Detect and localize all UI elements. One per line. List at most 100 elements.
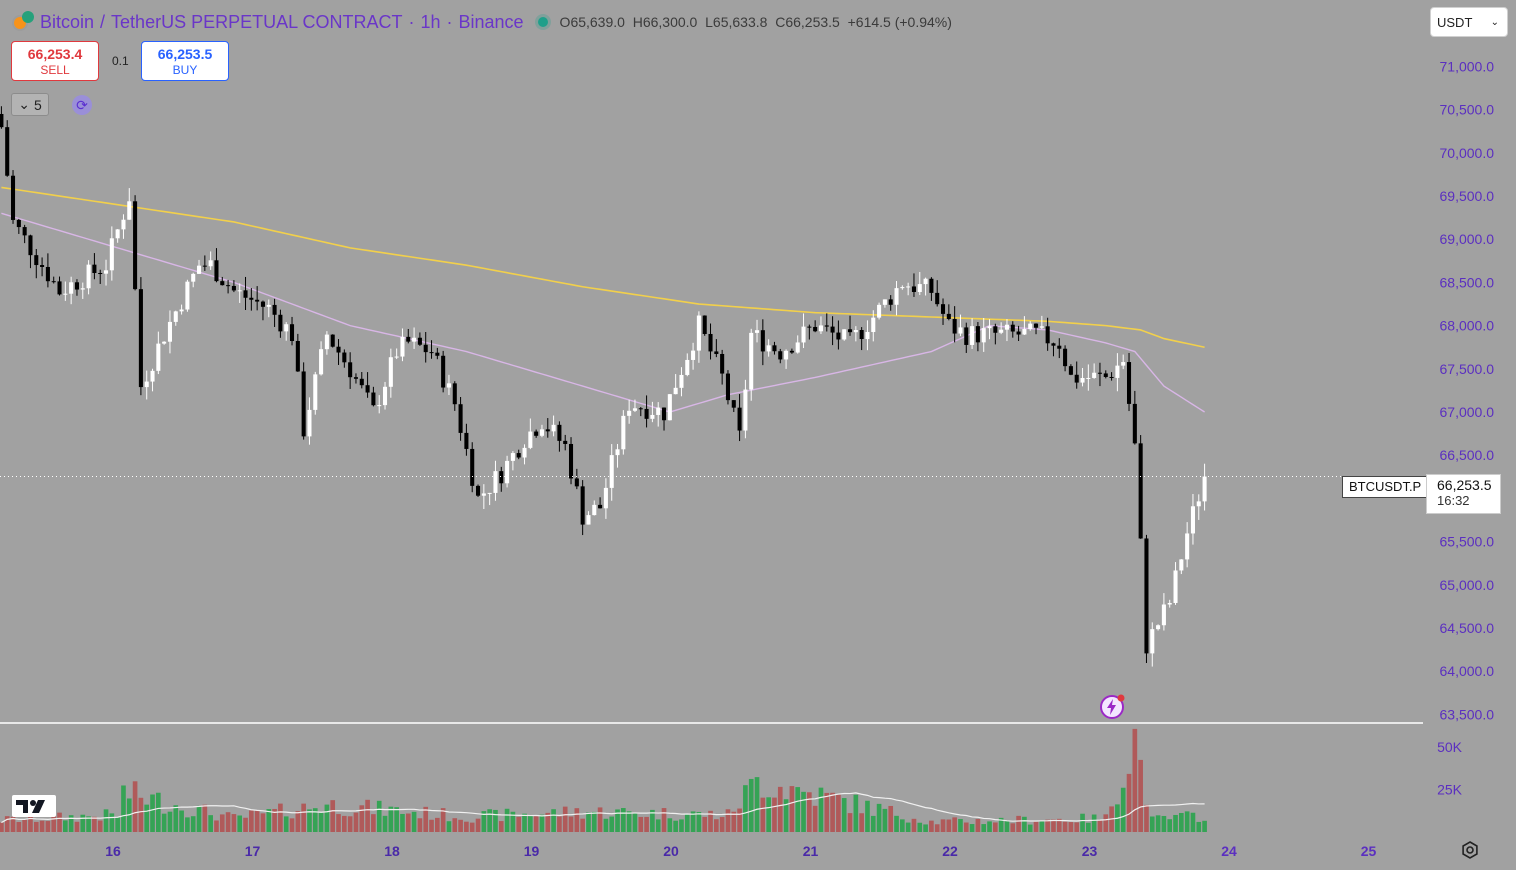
candle-body[interactable]	[702, 315, 707, 334]
candle-body[interactable]	[1185, 533, 1190, 560]
candle-body[interactable]	[98, 273, 103, 275]
candle-body[interactable]	[975, 326, 980, 343]
candle-body[interactable]	[731, 400, 736, 408]
candle-body[interactable]	[1196, 501, 1201, 507]
candle-body[interactable]	[202, 265, 207, 267]
candle-body[interactable]	[847, 329, 853, 333]
candle-body[interactable]	[144, 381, 149, 388]
candle-body[interactable]	[423, 344, 428, 353]
candle-body[interactable]	[63, 293, 68, 295]
candle-body[interactable]	[1051, 343, 1056, 346]
candle-body[interactable]	[34, 255, 39, 266]
candle-body[interactable]	[1022, 329, 1027, 335]
candle-body[interactable]	[243, 290, 248, 298]
candle-body[interactable]	[348, 362, 353, 378]
candle-body[interactable]	[435, 352, 440, 356]
candle-body[interactable]	[1057, 345, 1062, 349]
candle-body[interactable]	[824, 325, 829, 327]
candle-body[interactable]	[667, 394, 672, 421]
candle-body[interactable]	[714, 351, 719, 354]
candle-body[interactable]	[324, 334, 329, 350]
candle-body[interactable]	[743, 389, 748, 431]
candle-body[interactable]	[226, 285, 231, 287]
candle-body[interactable]	[249, 297, 254, 300]
candle-body[interactable]	[336, 346, 341, 353]
candle-body[interactable]	[353, 377, 358, 379]
candle-body[interactable]	[1103, 373, 1108, 377]
candle-body[interactable]	[284, 324, 289, 332]
candle-body[interactable]	[1161, 604, 1166, 626]
candle-body[interactable]	[1080, 378, 1085, 383]
candle-body[interactable]	[470, 448, 475, 486]
candle-body[interactable]	[493, 471, 498, 493]
candle-body[interactable]	[458, 404, 463, 433]
candle-body[interactable]	[981, 328, 986, 343]
candle-body[interactable]	[906, 286, 911, 288]
candle-body[interactable]	[301, 371, 306, 437]
candle-body[interactable]	[121, 219, 126, 230]
candle-body[interactable]	[911, 286, 916, 293]
candle-body[interactable]	[749, 332, 754, 390]
candle-body[interactable]	[92, 264, 97, 274]
candle-body[interactable]	[737, 407, 742, 431]
candle-body[interactable]	[191, 273, 196, 282]
gear-icon[interactable]	[1460, 840, 1480, 860]
currency-select[interactable]: USDT ⌄	[1430, 7, 1508, 37]
candle-body[interactable]	[1109, 376, 1114, 378]
candle-body[interactable]	[1121, 362, 1126, 366]
candle-body[interactable]	[999, 329, 1004, 333]
candle-body[interactable]	[940, 304, 946, 314]
candle-body[interactable]	[836, 332, 841, 340]
candle-body[interactable]	[342, 352, 347, 363]
candle-body[interactable]	[766, 345, 771, 352]
candle-body[interactable]	[475, 485, 481, 496]
candle-body[interactable]	[859, 330, 864, 340]
candle-body[interactable]	[923, 278, 928, 285]
candle-body[interactable]	[801, 326, 806, 343]
candle-body[interactable]	[1039, 326, 1044, 328]
candle-body[interactable]	[900, 287, 905, 289]
candle-body[interactable]	[592, 504, 597, 516]
candle-body[interactable]	[231, 285, 236, 291]
candle-body[interactable]	[208, 260, 213, 267]
candle-body[interactable]	[958, 327, 963, 334]
candle-body[interactable]	[365, 385, 370, 393]
candle-body[interactable]	[266, 304, 271, 307]
candle-body[interactable]	[499, 471, 504, 484]
candle-body[interactable]	[720, 353, 725, 374]
candle-body[interactable]	[1074, 374, 1079, 383]
candle-body[interactable]	[830, 326, 835, 333]
candle-body[interactable]	[970, 326, 975, 345]
candle-body[interactable]	[1016, 331, 1021, 335]
candle-body[interactable]	[545, 429, 550, 432]
candle-body[interactable]	[784, 350, 789, 360]
candle-body[interactable]	[586, 515, 591, 525]
candle-body[interactable]	[394, 356, 399, 358]
indicators-toggle[interactable]: ⌄ 5	[11, 93, 49, 116]
candle-body[interactable]	[28, 235, 33, 256]
refresh-icon[interactable]: ⟳	[72, 95, 92, 115]
candle-body[interactable]	[603, 487, 608, 509]
candle-body[interactable]	[894, 288, 899, 305]
candle-body[interactable]	[1167, 602, 1172, 605]
candle-body[interactable]	[1179, 559, 1184, 571]
candle-body[interactable]	[237, 290, 242, 292]
candle-body[interactable]	[627, 410, 632, 416]
candle-body[interactable]	[813, 326, 818, 332]
market-status-icon[interactable]	[537, 17, 548, 27]
candle-body[interactable]	[1115, 365, 1120, 378]
candle-body[interactable]	[74, 282, 79, 290]
candle-body[interactable]	[505, 460, 510, 484]
candle-body[interactable]	[691, 350, 696, 360]
candle-body[interactable]	[45, 266, 50, 282]
candle-body[interactable]	[57, 281, 62, 295]
candle-body[interactable]	[162, 341, 167, 344]
buy-button[interactable]: 66,253.5 BUY	[141, 41, 229, 81]
candle-body[interactable]	[1010, 324, 1015, 332]
candle-body[interactable]	[574, 478, 579, 487]
candle-body[interactable]	[871, 317, 876, 333]
candle-body[interactable]	[656, 407, 661, 415]
candle-body[interactable]	[650, 414, 655, 419]
candle-body[interactable]	[539, 429, 544, 436]
candle-body[interactable]	[185, 281, 190, 310]
